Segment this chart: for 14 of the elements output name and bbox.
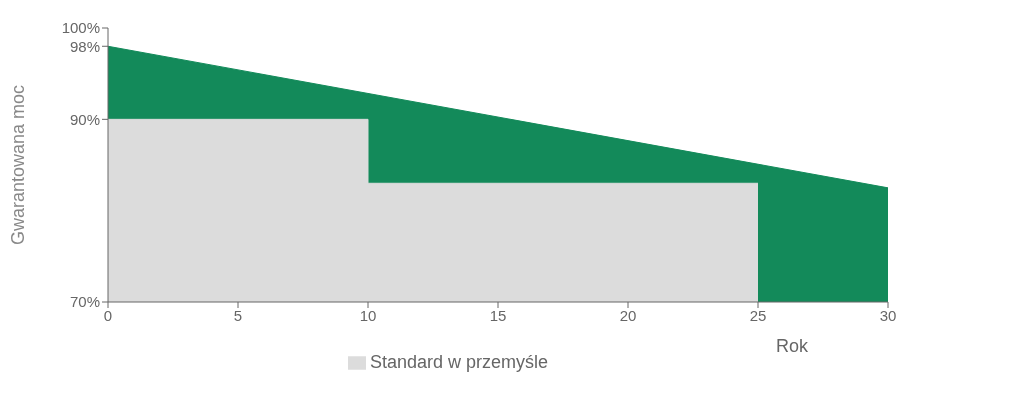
y-tick-label: 100% xyxy=(61,19,100,37)
x-tick-label: 15 xyxy=(489,306,507,324)
x-tick-label: 25 xyxy=(749,306,767,324)
y-tick-label: 70% xyxy=(69,293,100,311)
x-tick-label: 5 xyxy=(233,306,243,324)
y-tick-label: 98% xyxy=(69,37,100,55)
x-tick-label: 20 xyxy=(619,306,637,324)
y-tick-label: 90% xyxy=(69,110,100,128)
x-tick-label: 30 xyxy=(879,306,897,324)
legend-label: Standard w przemyśle xyxy=(369,352,549,372)
x-axis-title: Rok xyxy=(775,336,809,356)
y-axis-title: Gwarantowana moc xyxy=(8,84,29,246)
x-tick-label: 0 xyxy=(103,306,113,324)
x-tick-label: 10 xyxy=(359,306,377,324)
